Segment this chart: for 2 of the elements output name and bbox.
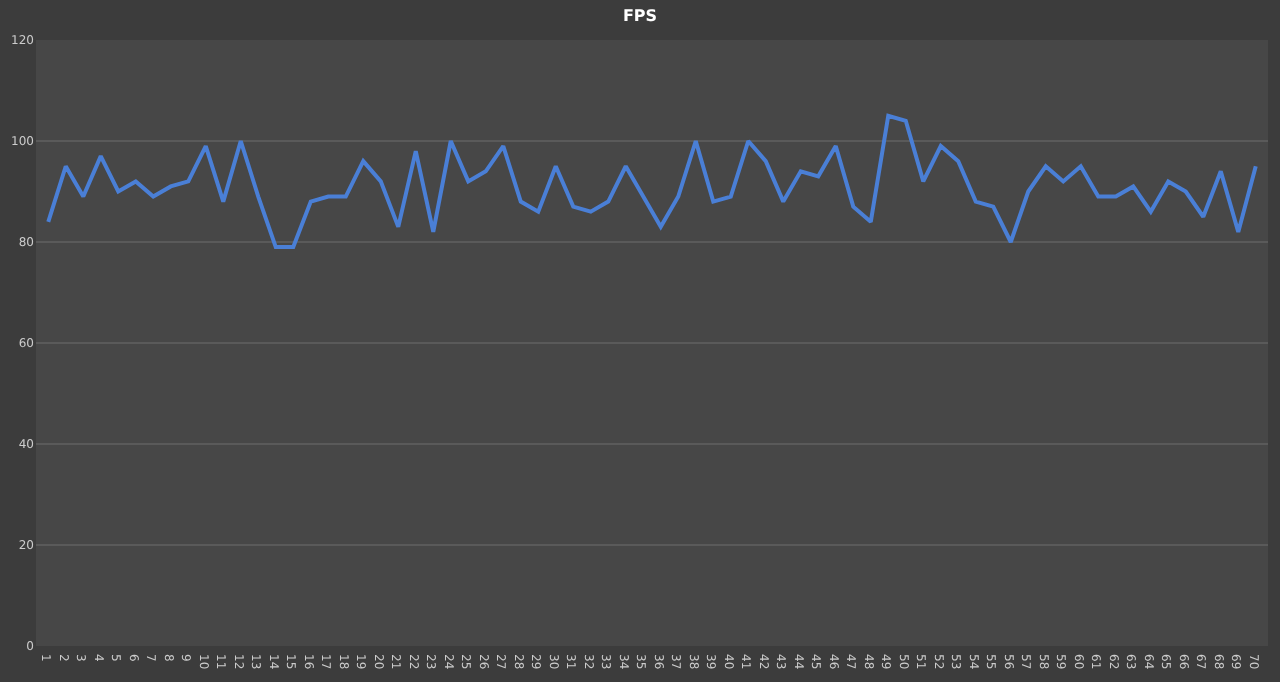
chart-title: FPS [622, 7, 658, 26]
line-series [46, 113, 1258, 250]
